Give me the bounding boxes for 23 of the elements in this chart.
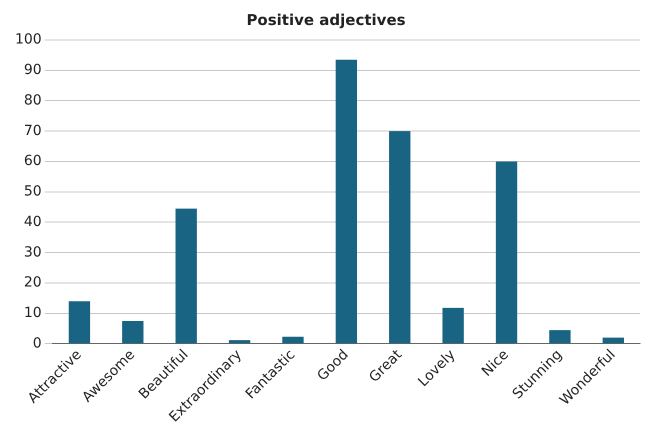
bar — [228, 340, 250, 344]
bar — [122, 320, 144, 344]
bar — [68, 301, 90, 344]
y-tick-label: 30 — [24, 244, 42, 260]
y-tick-label: 70 — [24, 122, 42, 139]
y-tick-label: 0 — [32, 335, 42, 352]
y-tick-label: 60 — [24, 153, 42, 170]
y-tick-label: 100 — [14, 32, 42, 48]
y-tick-label: 10 — [24, 305, 42, 321]
bar — [176, 208, 197, 344]
y-tick-label: 90 — [24, 62, 42, 78]
y-tick-label: 40 — [24, 214, 42, 230]
bar — [602, 338, 624, 344]
y-tick-label: 50 — [24, 184, 42, 200]
y-tick-label: 20 — [24, 274, 42, 291]
bar — [496, 161, 518, 344]
bar — [549, 330, 571, 344]
y-tick-label: 80 — [24, 92, 42, 108]
bar — [282, 336, 304, 344]
bar — [389, 131, 410, 344]
chart-title: Positive adjectives — [246, 10, 406, 29]
bar — [442, 308, 464, 344]
bar — [336, 60, 358, 344]
